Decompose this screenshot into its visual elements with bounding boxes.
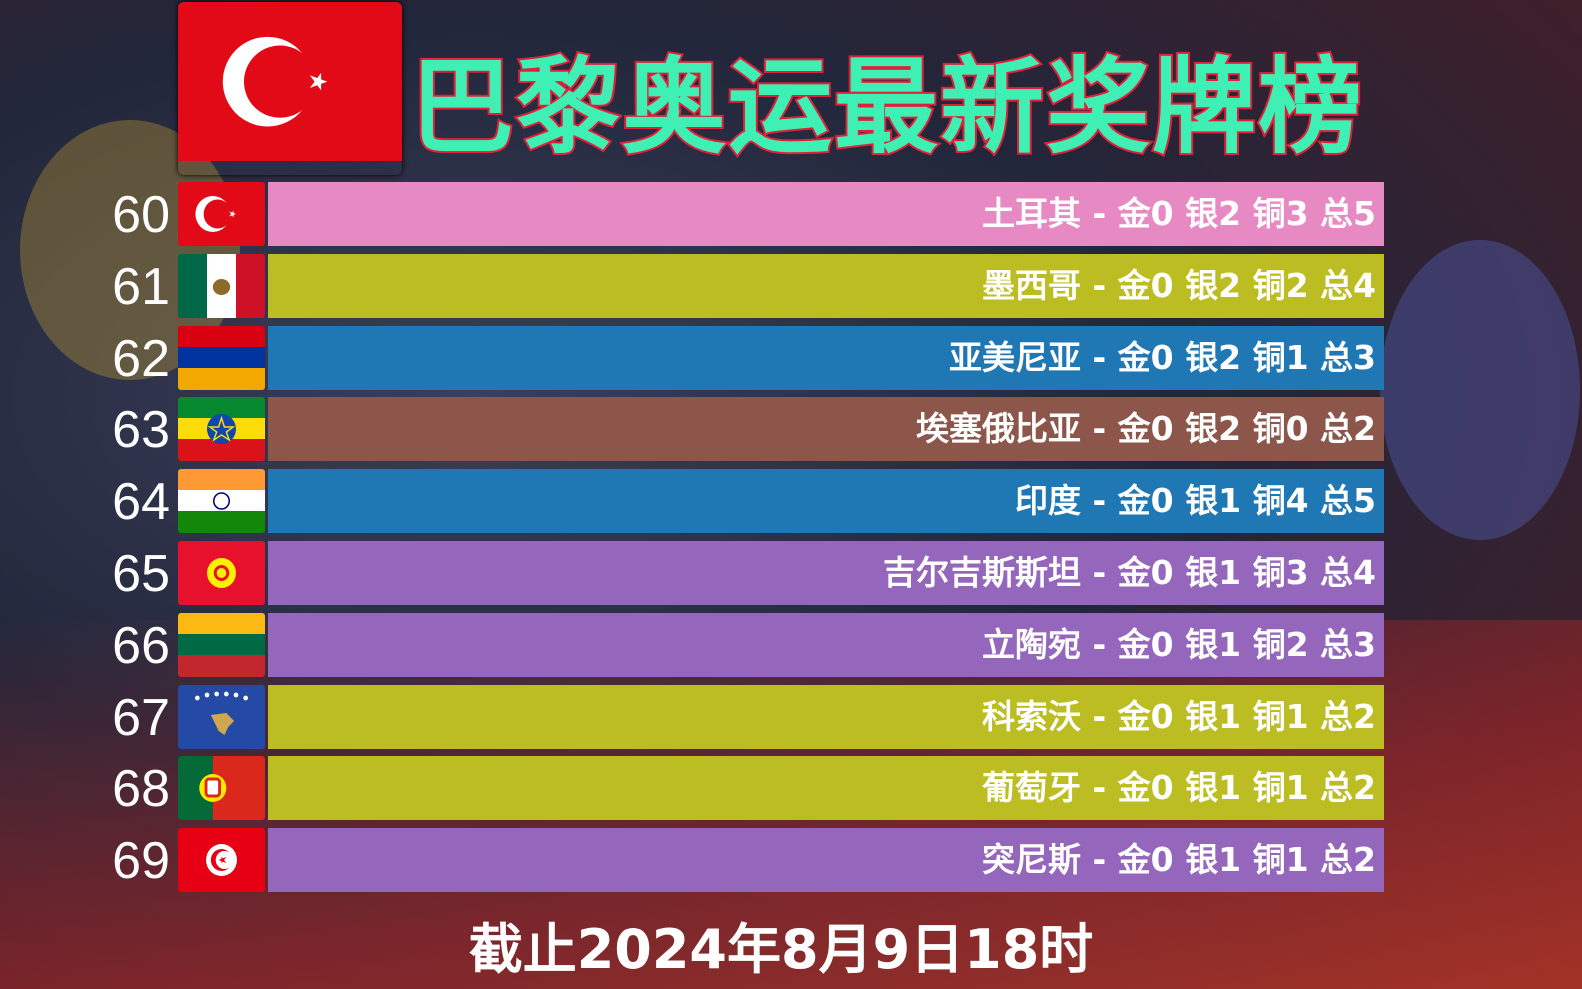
timestamp-text: 截止2024年8月9日18时 <box>468 918 1094 981</box>
rank-number: 64 <box>112 473 170 532</box>
medal-label: 吉尔吉斯斯坦 - 金0 银1 铜3 总4 <box>883 553 1376 592</box>
tunisia-flag-icon <box>178 828 265 893</box>
medal-label: 葡萄牙 - 金0 银1 铜1 总2 <box>982 768 1376 808</box>
rank-number: 68 <box>112 760 170 819</box>
table-row: 61 墨西哥 - 金0 银2 铜2 总4 <box>0 253 1390 318</box>
table-row: 64 印度 - 金0 银1 铜4 总5 <box>0 469 1390 534</box>
table-row: 68 葡萄牙 - 金0 银1 铜1 总2 <box>0 756 1390 821</box>
turkey-flag-icon <box>178 2 402 162</box>
table-row: 66 立陶宛 - 金0 银1 铜2 总3 <box>0 612 1390 677</box>
medal-bar: 土耳其 - 金0 银2 铜3 总5 <box>268 182 1384 246</box>
featured-country-flag <box>178 2 402 175</box>
medal-bar: 突尼斯 - 金0 银1 铜1 总2 <box>268 828 1384 893</box>
lithuania-flag-icon <box>178 612 265 677</box>
table-row: 60 土耳其 - 金0 银2 铜3 总5 <box>0 182 1390 246</box>
medal-bar: 立陶宛 - 金0 银1 铜2 总3 <box>268 612 1384 677</box>
rank-number: 62 <box>112 329 170 388</box>
kyrgyzstan-flag-icon <box>178 541 265 605</box>
medal-label: 印度 - 金0 银1 铜4 总5 <box>1015 481 1376 521</box>
timestamp-caption: 截止2024年8月9日18时 <box>0 905 1582 984</box>
rank-number: 60 <box>112 186 170 244</box>
medal-label: 埃塞俄比亚 - 金0 银2 铜0 总2 <box>916 409 1376 449</box>
background-decoration <box>1380 240 1580 540</box>
rank-number: 69 <box>112 832 170 891</box>
table-row: 63 埃塞俄比亚 - 金0 银2 铜0 总2 <box>0 397 1390 462</box>
medal-bar: 墨西哥 - 金0 银2 铜2 总4 <box>268 253 1384 318</box>
medal-bar: 葡萄牙 - 金0 银1 铜1 总2 <box>268 756 1384 821</box>
medal-label: 土耳其 - 金0 银2 铜3 总5 <box>982 194 1376 233</box>
medal-label: 墨西哥 - 金0 银2 铜2 总4 <box>982 265 1376 305</box>
medal-bar: 埃塞俄比亚 - 金0 银2 铜0 总2 <box>268 397 1384 462</box>
turkey-flag-icon <box>178 182 265 246</box>
india-flag-icon <box>178 469 265 534</box>
rank-number: 61 <box>112 257 170 316</box>
rank-number: 63 <box>112 401 170 460</box>
medal-label: 突尼斯 - 金0 银1 铜1 总2 <box>982 840 1376 880</box>
medal-label: 亚美尼亚 - 金0 银2 铜1 总3 <box>949 337 1376 377</box>
medal-bar: 吉尔吉斯斯坦 - 金0 银1 铜3 总4 <box>268 541 1384 605</box>
ethiopia-flag-icon <box>178 397 265 462</box>
medal-bar: 科索沃 - 金0 银1 铜1 总2 <box>268 684 1384 749</box>
table-row: 69 突尼斯 - 金0 银1 铜1 总2 <box>0 828 1390 893</box>
armenia-flag-icon <box>178 325 265 390</box>
table-row: 67 科索沃 - 金0 银1 铜1 总2 <box>0 684 1390 749</box>
mexico-flag-icon <box>178 253 265 318</box>
page-title: 巴黎奥运最新奖牌榜 <box>408 44 1365 170</box>
medal-bar: 印度 - 金0 银1 铜4 总5 <box>268 469 1384 534</box>
rank-number: 66 <box>112 616 170 675</box>
medal-label: 立陶宛 - 金0 银1 铜2 总3 <box>982 624 1376 664</box>
medal-label: 科索沃 - 金0 银1 铜1 总2 <box>982 696 1376 736</box>
kosovo-flag-icon <box>178 684 265 749</box>
table-row: 62 亚美尼亚 - 金0 银2 铜1 总3 <box>0 325 1390 390</box>
medal-bar: 亚美尼亚 - 金0 银2 铜1 总3 <box>268 325 1384 390</box>
portugal-flag-icon <box>178 756 265 821</box>
rank-number: 65 <box>112 545 170 603</box>
rank-number: 67 <box>112 688 170 747</box>
table-row: 65 吉尔吉斯斯坦 - 金0 银1 铜3 总4 <box>0 541 1390 605</box>
